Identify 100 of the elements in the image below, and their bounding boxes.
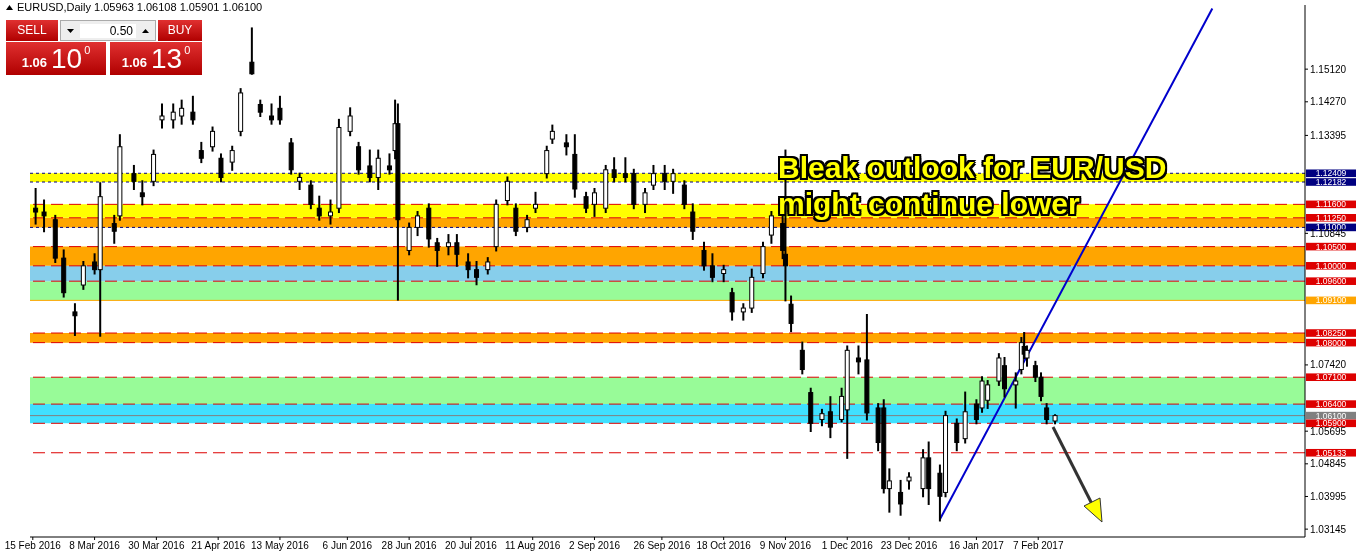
- candlestick: [33, 187, 39, 225]
- candlestick: [159, 103, 165, 129]
- x-tick-label: 1 Dec 2016: [821, 540, 874, 552]
- candlestick: [504, 176, 510, 206]
- x-tick-label: 28 Jun 2016: [381, 540, 438, 552]
- ref-line-label: 1.09100: [1315, 295, 1347, 306]
- candlestick: [434, 237, 440, 267]
- candlestick: [855, 345, 861, 375]
- x-tick-label: 26 Sep 2016: [633, 540, 691, 552]
- x-tick-label: 8 Mar 2016: [69, 540, 121, 552]
- candlestick: [591, 187, 597, 217]
- y-tick-label: 1.15120: [1310, 63, 1347, 75]
- candlestick: [170, 103, 176, 129]
- ref-line-label: 1.08000: [1315, 337, 1347, 348]
- candlestick: [662, 164, 668, 190]
- x-tick-label: 11 Aug 2016: [504, 540, 561, 552]
- candlestick: [611, 157, 617, 183]
- annotation: BUY: [158, 20, 202, 41]
- candlestick: [406, 222, 412, 256]
- ref-line-label: 1.10500: [1315, 241, 1347, 252]
- x-tick-label: 30 Mar 2016: [128, 540, 185, 552]
- candlestick: [347, 107, 353, 137]
- candlestick: [328, 199, 333, 225]
- chart-title: EURUSD,Daily 1.05963 1.06108 1.05901 1.06100: [17, 1, 263, 13]
- candlestick: [41, 199, 47, 233]
- candlestick: [642, 187, 648, 214]
- y-tick-label: 1.07420: [1310, 359, 1347, 371]
- candlestick: [308, 180, 314, 210]
- candlestick: [827, 396, 833, 439]
- annotation: 1.06: [21, 55, 48, 70]
- annotation: SELL: [6, 20, 58, 41]
- y-tick-label: 1.03995: [1310, 491, 1347, 503]
- y-tick-label: 1.14270: [1310, 96, 1347, 108]
- candlestick: [1044, 403, 1050, 425]
- ref-line-label: 1.09600: [1315, 276, 1347, 287]
- candlestick: [249, 27, 255, 75]
- x-tick-label: 2 Sep 2016: [568, 540, 621, 552]
- x-tick-label: 23 Dec 2016: [880, 540, 938, 552]
- candlestick: [690, 203, 696, 240]
- candlestick: [316, 195, 322, 221]
- ref-line-label: 1.12409: [1315, 168, 1347, 179]
- candlestick: [709, 253, 715, 283]
- candlestick: [513, 203, 519, 237]
- candlestick: [465, 253, 471, 279]
- candlestick: [356, 141, 362, 175]
- candlestick: [622, 157, 628, 183]
- candlestick: [454, 234, 460, 267]
- candlestick: [563, 134, 569, 156]
- ref-line-label: 1.08250: [1315, 328, 1347, 339]
- ref-line-label: 1.11600: [1315, 199, 1347, 210]
- candlestick: [544, 145, 550, 179]
- candlestick: [218, 153, 224, 183]
- candlestick: [729, 287, 735, 321]
- x-tick-label: 20 Jul 2016: [445, 540, 498, 552]
- candlestick: [277, 95, 283, 125]
- annotation: 10: [51, 43, 83, 74]
- candlestick: [375, 149, 381, 190]
- candlestick: [198, 141, 204, 164]
- candlestick: [210, 126, 216, 152]
- candlestick: [788, 295, 794, 333]
- candlestick: [474, 260, 480, 286]
- x-tick-label: 21 Apr 2016: [191, 540, 246, 552]
- candlestick: [1013, 372, 1019, 409]
- candlestick: [898, 479, 904, 516]
- candlestick: [583, 191, 589, 214]
- candlestick: [415, 211, 421, 237]
- candlestick: [445, 234, 451, 256]
- candlestick: [799, 341, 805, 375]
- candlestick: [701, 241, 707, 271]
- candlestick: [650, 164, 656, 190]
- candlestick: [229, 145, 235, 171]
- x-tick-label: 13 May 2016: [251, 540, 310, 552]
- x-tick-label: 7 Feb 2017: [1012, 540, 1064, 552]
- ref-line-label: 1.12182: [1315, 177, 1347, 187]
- x-tick-label: 9 Nov 2016: [759, 540, 812, 552]
- x-tick-label: 18 Oct 2016: [696, 540, 752, 552]
- candlestick: [269, 103, 275, 125]
- x-tick-label: 15 Feb 2016: [4, 540, 62, 552]
- text: 1.06: [121, 55, 148, 70]
- x-tick-label: 6 Jun 2016: [322, 540, 373, 552]
- ref-line-label: 1.06400: [1315, 399, 1347, 410]
- candlestick: [367, 149, 373, 183]
- y-tick-label: 1.03145: [1310, 523, 1347, 535]
- candlestick: [111, 214, 117, 244]
- candlestick: [768, 211, 774, 244]
- annotation: 0.50: [80, 23, 136, 38]
- x-tick-label: 16 Jan 2017: [948, 540, 1005, 552]
- ref-line-label: 1.10000: [1315, 260, 1347, 271]
- y-tick-label: 1.13395: [1310, 129, 1347, 141]
- y-tick-label: 1.04845: [1310, 458, 1347, 470]
- candlestick: [681, 180, 687, 210]
- ref-line-label: 1.06100: [1315, 410, 1347, 421]
- ref-line-label: 1.11250: [1315, 212, 1347, 223]
- candlestick: [179, 99, 185, 125]
- candlestick: [72, 303, 78, 336]
- text: 0: [184, 44, 191, 56]
- candlestick: [131, 164, 137, 190]
- candlestick: [533, 191, 539, 214]
- candlestick: [139, 180, 145, 206]
- candlestick: [954, 418, 960, 452]
